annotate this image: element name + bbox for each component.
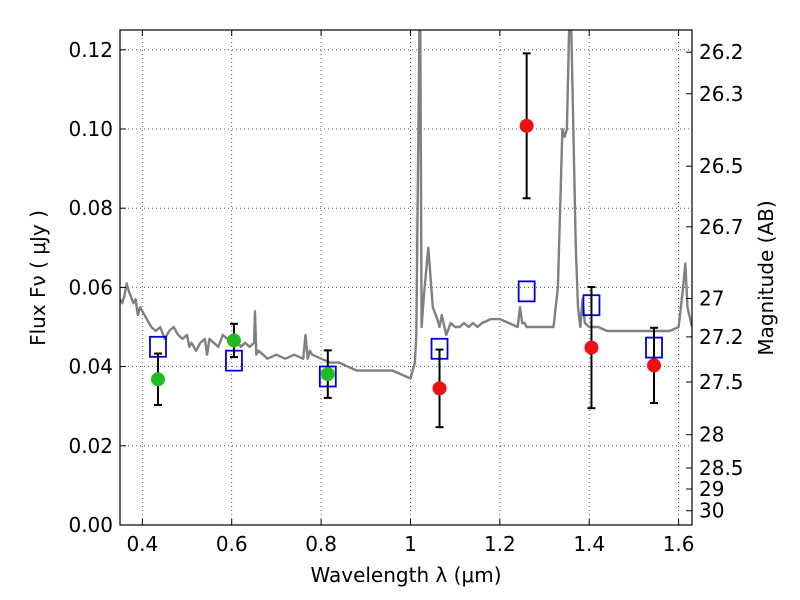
green-data-point [320, 367, 335, 382]
y2-axis-label: Magnitude (AB) [754, 200, 778, 355]
x-tick-label: 0.8 [305, 532, 337, 556]
y2-tick-label: 27.5 [699, 370, 744, 394]
red-data-point [519, 118, 534, 133]
spectrum-line [120, 30, 692, 380]
green-data-point [226, 333, 241, 348]
x-tick-label: 1.2 [484, 532, 516, 556]
y2-tick-label: 28.5 [699, 456, 744, 480]
y2-tick-label: 26.7 [699, 215, 744, 239]
y2-tick-label: 26.2 [699, 40, 744, 64]
y2-tick-label: 26.3 [699, 82, 744, 106]
y-tick-label: 0.06 [68, 275, 113, 299]
y-axis-label: Flux Fν ( μJy ) [26, 210, 50, 346]
x-tick-label: 1 [404, 532, 417, 556]
y2-tick-label: 30 [699, 499, 724, 523]
y-tick-label: 0.00 [68, 513, 113, 537]
x-axis-label: Wavelength λ (μm) [310, 563, 501, 587]
x-tick-label: 0.6 [216, 532, 248, 556]
y-tick-label: 0.02 [68, 434, 113, 458]
y2-tick-label: 27.2 [699, 325, 744, 349]
plot-data [120, 30, 692, 429]
y-tick-label: 0.08 [68, 196, 113, 220]
red-data-point [647, 358, 662, 373]
model-square-point [517, 280, 536, 303]
y-tick-label: 0.10 [68, 117, 113, 141]
x-tick-label: 0.4 [126, 532, 158, 556]
red-data-point [432, 381, 447, 396]
y-tick-label: 0.12 [68, 38, 113, 62]
y2-tick-label: 29 [699, 477, 724, 501]
y2-tick-label: 27 [699, 286, 724, 310]
plot-frame [119, 29, 693, 526]
x-tick-label: 1.6 [663, 532, 695, 556]
y2-tick-label: 26.5 [699, 154, 744, 178]
axes: 0.4 0.6 0.8 1 1.2 1.4 1.6 0.00 0.02 0.04 0.06 0.08 0… [68, 30, 744, 556]
grid [120, 30, 692, 526]
green-data-point [150, 372, 165, 387]
x-tick-label: 1.4 [573, 532, 605, 556]
y-tick-label: 0.04 [68, 355, 113, 379]
y2-tick-label: 28 [699, 423, 724, 447]
red-data-point [584, 340, 599, 355]
